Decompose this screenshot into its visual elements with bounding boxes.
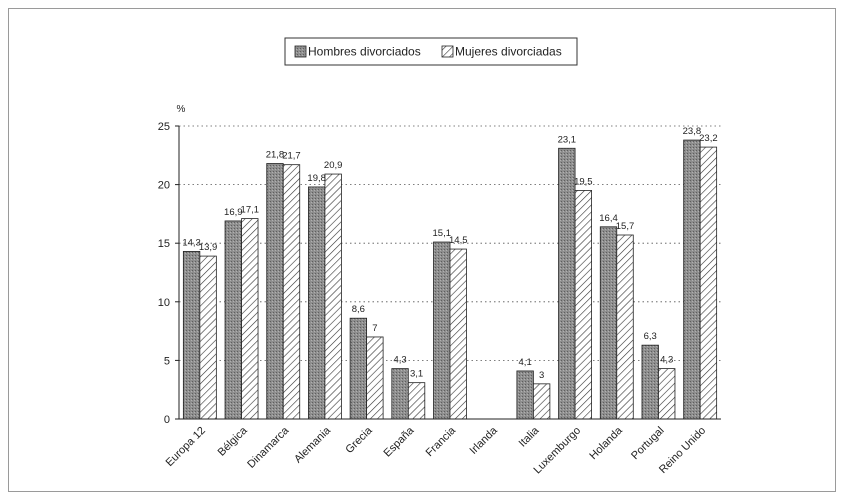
x-tick-label: Alemania <box>292 424 334 466</box>
y-tick-label: 15 <box>158 238 170 250</box>
legend-label-mujeres: Mujeres divorciadas <box>455 45 562 59</box>
data-label: 19,5 <box>574 176 593 187</box>
bar-mujeres <box>449 248 467 420</box>
value-labels: 14,313,9 16,917,1 21,821,7 19,8 20,9 8,6 7 4,3 3… <box>182 126 717 381</box>
chart-frame: Hombres divorciados Mujeres divorciadas … <box>8 8 836 492</box>
bar-mujeres <box>616 234 634 420</box>
bar-mujeres <box>199 255 217 420</box>
data-label: 21,7 <box>282 151 301 162</box>
data-label: 15,1 <box>433 228 452 239</box>
data-label: 16,4 <box>599 213 618 224</box>
data-label: 23,2 <box>699 133 718 144</box>
bar-hombres <box>433 241 451 420</box>
y-axis-unit-label: % <box>177 104 186 115</box>
data-label: 15,7 <box>616 221 635 232</box>
bar-hombres <box>308 186 326 420</box>
x-tick-label: Europa 12 <box>164 425 208 469</box>
y-axis-ticks: 0 5 10 15 20 25 <box>158 121 179 426</box>
bars <box>182 139 718 420</box>
data-label: 16,9 <box>224 207 243 218</box>
legend-swatch-hombres <box>294 45 307 58</box>
bar-hombres <box>349 317 368 420</box>
data-label: 3,1 <box>410 369 423 380</box>
x-tick-label: España <box>382 424 417 459</box>
bar-mujeres <box>324 173 342 420</box>
x-tick-label: Bélgica <box>216 424 251 459</box>
bar-mujeres <box>658 368 676 420</box>
data-label: 7 <box>372 323 377 334</box>
bar-mujeres <box>241 218 259 420</box>
bar-mujeres <box>282 164 301 420</box>
data-label: 19,8 <box>307 173 326 184</box>
data-label: 17,1 <box>241 205 260 216</box>
x-tick-label: Irlanda <box>468 424 501 457</box>
x-tick-label: Portugal <box>629 425 666 462</box>
y-tick-label: 0 <box>164 414 170 426</box>
bar-chart: Hombres divorciados Mujeres divorciadas … <box>158 37 721 476</box>
bar-hombres <box>641 344 659 420</box>
data-label: 8,6 <box>352 304 365 315</box>
bar-hombres <box>391 368 409 420</box>
legend-label-hombres: Hombres divorciados <box>308 45 421 59</box>
bar-mujeres <box>366 336 384 420</box>
data-label: 20,9 <box>324 160 343 171</box>
bar-hombres <box>558 147 576 420</box>
x-tick-label: Italia <box>517 424 543 450</box>
y-tick-label: 5 <box>164 355 170 367</box>
bar-hombres <box>599 226 618 420</box>
x-tick-label: Grecia <box>343 424 375 456</box>
data-label: 21,8 <box>266 150 285 161</box>
bar-mujeres <box>699 146 718 420</box>
data-label: 4,1 <box>519 357 532 368</box>
y-tick-label: 10 <box>158 297 170 309</box>
legend: Hombres divorciados Mujeres divorciadas <box>284 37 578 66</box>
bar-mujeres <box>532 383 551 420</box>
legend-swatch-mujeres <box>441 45 454 58</box>
data-label: 23,8 <box>683 126 702 137</box>
data-label: 23,1 <box>558 134 577 145</box>
legend-box <box>284 37 578 66</box>
bar-mujeres <box>407 382 426 420</box>
bar-hombres <box>224 220 242 420</box>
data-label: 14,5 <box>449 235 468 246</box>
bar-hombres <box>683 139 701 420</box>
data-label: 4,3 <box>393 355 406 366</box>
bar-hombres <box>182 251 201 420</box>
x-tick-label: Dinamarca <box>245 424 292 471</box>
y-tick-label: 25 <box>158 121 170 133</box>
data-label: 14,3 <box>182 237 201 248</box>
bar-hombres <box>516 370 534 420</box>
x-tick-label: Holanda <box>587 424 625 462</box>
bar-mujeres <box>574 190 592 420</box>
data-label: 4,3 <box>660 355 673 366</box>
data-label: 6,3 <box>644 331 657 342</box>
y-tick-label: 20 <box>158 180 170 192</box>
data-label: 3 <box>539 370 544 381</box>
x-tick-label: Francia <box>424 424 459 459</box>
bar-hombres <box>266 163 284 420</box>
data-label: 13,9 <box>199 242 218 253</box>
